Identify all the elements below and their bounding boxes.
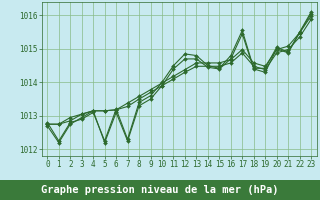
Text: Graphe pression niveau de la mer (hPa): Graphe pression niveau de la mer (hPa) — [41, 185, 279, 195]
